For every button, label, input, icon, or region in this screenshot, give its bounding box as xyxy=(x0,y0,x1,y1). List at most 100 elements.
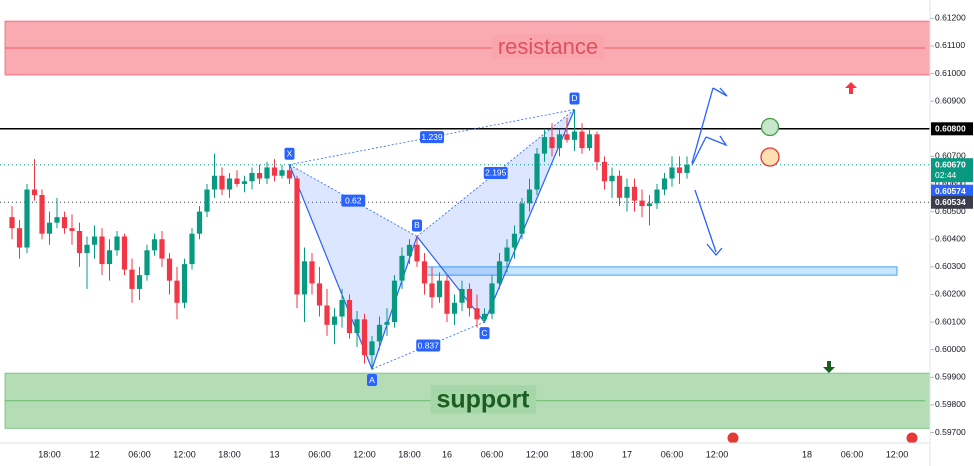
candle-body xyxy=(421,261,428,284)
candle-body xyxy=(511,233,518,248)
y-tick-label: 0.59800 xyxy=(935,399,966,409)
candle-body xyxy=(384,322,390,325)
arrow-head xyxy=(706,243,723,257)
point-label: A xyxy=(369,375,375,385)
x-tick-label: 18 xyxy=(802,449,812,459)
y-tick-label: 0.59700 xyxy=(935,427,966,437)
candle-body xyxy=(54,217,60,223)
candle-body xyxy=(144,250,150,276)
candle-body xyxy=(294,178,300,295)
candle-body xyxy=(429,283,435,298)
candle-body xyxy=(264,167,270,179)
arrow xyxy=(691,136,707,166)
candle-body xyxy=(324,305,330,325)
y-tick-label: 0.60900 xyxy=(935,95,966,105)
y-tick-label: 0.60600 xyxy=(935,178,966,188)
candle-body xyxy=(69,228,75,231)
candle-body xyxy=(84,244,90,254)
candle-body xyxy=(136,275,143,289)
candle-body xyxy=(159,239,165,259)
candle-body xyxy=(166,258,173,281)
candle-body xyxy=(474,308,480,320)
candle-body xyxy=(241,181,248,185)
candle-body xyxy=(594,134,600,162)
x-tick-label: 06:00 xyxy=(841,449,864,459)
candle-body xyxy=(279,170,285,176)
candle-body xyxy=(226,178,233,190)
candle-body xyxy=(61,217,68,229)
candle-body xyxy=(204,189,210,212)
y-tick-label: 0.60300 xyxy=(935,261,966,271)
candle-body xyxy=(624,186,630,198)
zone-label-bg xyxy=(491,33,605,59)
x-tick-label: 06:00 xyxy=(308,449,331,459)
candle-body xyxy=(601,161,608,182)
candle-body xyxy=(519,203,525,234)
candle-body xyxy=(481,313,488,320)
candle-body xyxy=(16,228,23,248)
candle-body xyxy=(534,153,540,190)
price-tag xyxy=(931,184,973,198)
candle-body xyxy=(249,172,255,182)
candle-body xyxy=(436,280,443,298)
countdown: 02:44 xyxy=(935,170,957,180)
candle-body xyxy=(451,302,458,314)
candle-body xyxy=(549,137,555,149)
x-tick-label: 16 xyxy=(442,449,452,459)
candle-body xyxy=(391,280,398,323)
candle-body xyxy=(121,236,128,270)
y-tick-label: 0.61200 xyxy=(935,13,966,23)
x-tick-label: 06:00 xyxy=(128,449,151,459)
candle-body xyxy=(46,222,53,234)
ratio-badge xyxy=(483,166,508,179)
y-tick-label: 0.61100 xyxy=(935,40,965,50)
candle-body xyxy=(316,283,323,306)
candle-body xyxy=(354,319,360,334)
candle-body xyxy=(646,203,653,207)
x-tick-label: 13 xyxy=(269,449,279,459)
candle-body xyxy=(31,189,38,196)
candle-body xyxy=(406,244,413,256)
stop-circle xyxy=(760,147,780,167)
ratio-label: 2.195 xyxy=(485,168,507,178)
y-tick-label: 0.60500 xyxy=(935,206,966,216)
y-tick-label: 0.61000 xyxy=(935,68,966,78)
candle-body xyxy=(616,175,623,198)
price-tag xyxy=(931,158,973,183)
candle-body xyxy=(174,280,180,303)
x-tick-label: 12:00 xyxy=(353,449,376,459)
candle-body xyxy=(196,211,203,234)
candle-body xyxy=(556,134,563,149)
candle-body xyxy=(309,261,315,284)
event-flag xyxy=(726,431,740,445)
point-badge xyxy=(569,92,580,105)
candle-body xyxy=(181,264,188,303)
candle-body xyxy=(669,167,675,179)
ratio-label: 1.239 xyxy=(421,132,443,142)
plot: resistance support 0.61200 0.61100 0.61000 0.… xyxy=(0,13,966,459)
candle-body xyxy=(369,341,375,356)
x-tick-label: 12:00 xyxy=(886,449,909,459)
candle-body xyxy=(219,175,225,190)
point-badge xyxy=(367,374,377,387)
candle-body xyxy=(9,217,15,229)
candle-body xyxy=(399,255,405,281)
price-tag-label: 0.60670 xyxy=(935,159,966,169)
candle-body xyxy=(489,283,495,314)
candle-body xyxy=(24,189,30,248)
ratio-badge xyxy=(416,339,441,352)
point-badge xyxy=(479,327,490,340)
candle-body xyxy=(286,170,293,179)
candle-body xyxy=(661,178,668,190)
candle-body xyxy=(631,186,638,201)
x-tick-label: 18:00 xyxy=(38,449,61,459)
candle-body xyxy=(114,236,120,251)
arrow xyxy=(691,87,714,164)
point-label: C xyxy=(481,328,487,338)
event-flag xyxy=(905,431,919,445)
candle-body xyxy=(654,189,660,204)
x-tick-label: 18:00 xyxy=(398,449,421,459)
candle-body xyxy=(586,134,593,149)
point-label: B xyxy=(414,220,420,230)
point-badge xyxy=(412,219,422,232)
